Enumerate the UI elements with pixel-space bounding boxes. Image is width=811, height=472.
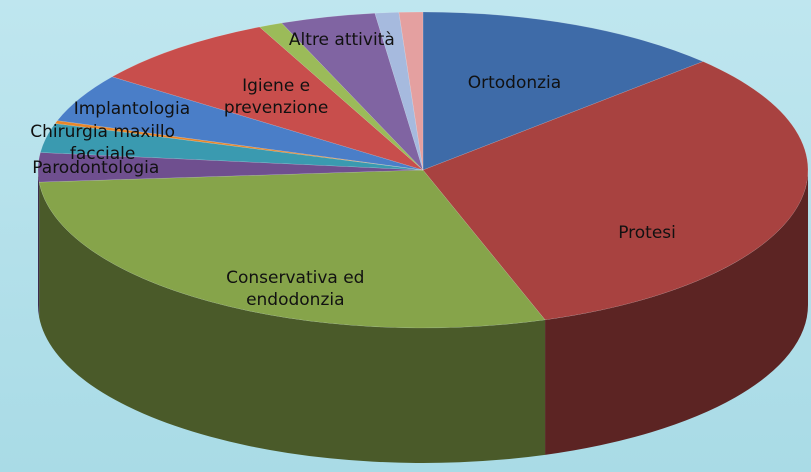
slice-label: Igiene e prevenzione [223, 75, 329, 118]
slice [422, 11, 704, 171]
slice [258, 22, 424, 171]
slice [422, 61, 809, 321]
slice [38, 169, 546, 329]
slice-label: Chirurgia maxillo facciale [30, 121, 175, 164]
slice-side [39, 182, 546, 463]
slice-side [545, 170, 808, 455]
slice-label: Altre attività [288, 29, 395, 50]
slice [40, 123, 424, 171]
slice-label: Implantologia [73, 98, 191, 119]
slice-label: Ortodonzia [467, 72, 562, 93]
slice [374, 12, 424, 171]
slice-side [38, 170, 40, 318]
slice [111, 26, 424, 171]
slice-label: Parodontologia [32, 157, 160, 178]
slice [281, 12, 424, 171]
slice [54, 120, 424, 171]
slice-label: Protesi [618, 223, 676, 244]
slice-label: Conservativa ed endodonzia [226, 267, 365, 310]
slice [56, 76, 424, 171]
slice [398, 11, 424, 171]
slice [37, 152, 424, 183]
